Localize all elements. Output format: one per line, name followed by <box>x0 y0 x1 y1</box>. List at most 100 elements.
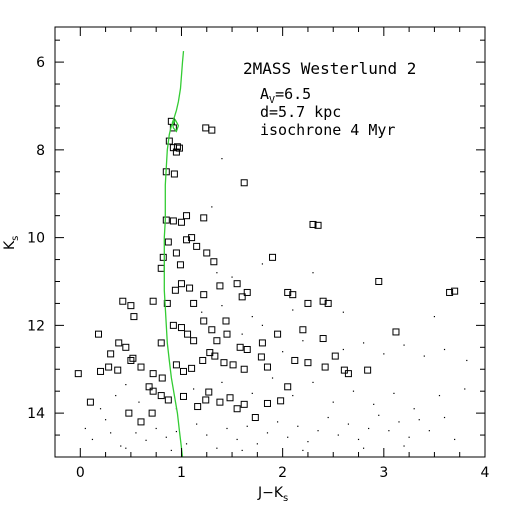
star-square-marker <box>188 234 196 242</box>
star-square-marker <box>159 253 167 261</box>
star-square-marker <box>172 249 180 257</box>
y-tick-label: 8 <box>36 143 45 159</box>
star-square-marker <box>284 383 292 391</box>
star-dot-marker <box>297 425 299 427</box>
star-square-marker <box>451 287 459 295</box>
star-square-marker <box>158 374 166 382</box>
star-square-marker <box>163 299 171 307</box>
x-tick-label: 4 <box>481 465 490 481</box>
star-square-marker <box>114 366 122 374</box>
star-dot-marker <box>327 416 329 419</box>
star-square-marker <box>263 363 271 371</box>
star-square-marker <box>289 291 297 299</box>
star-dot-marker <box>236 438 238 441</box>
star-square-marker <box>149 297 157 305</box>
star-dot-marker <box>352 390 355 392</box>
star-dot-marker <box>438 394 441 397</box>
star-dot-marker <box>185 443 188 445</box>
star-square-marker <box>183 212 191 220</box>
star-square-marker <box>321 363 329 371</box>
star-square-marker <box>177 280 185 288</box>
star-dot-marker <box>135 432 137 434</box>
star-square-marker <box>210 258 218 266</box>
star-square-marker <box>202 396 210 404</box>
star-square-marker <box>340 366 348 374</box>
star-square-marker <box>157 264 165 272</box>
star-square-marker <box>205 388 213 396</box>
x-tick-label: 1 <box>177 465 186 481</box>
star-dot-marker <box>362 447 365 449</box>
star-square-marker <box>127 302 135 310</box>
star-square-marker <box>223 330 231 338</box>
y-tick-label: 14 <box>27 406 45 422</box>
star-dot-marker <box>332 401 334 403</box>
star-square-marker <box>284 288 292 296</box>
star-dot-marker <box>393 392 395 394</box>
star-dot-marker <box>221 305 223 307</box>
star-square-marker <box>208 326 216 334</box>
star-dot-marker <box>115 394 117 397</box>
data-points-layer <box>74 117 468 452</box>
y-axis-label: Ks <box>2 236 21 250</box>
x-axis-label-main: J−K <box>257 485 284 501</box>
star-square-marker <box>446 288 454 296</box>
y-axis-label-sub: s <box>10 236 21 241</box>
star-square-marker <box>208 126 216 134</box>
star-square-marker <box>213 337 221 345</box>
star-square-marker <box>157 392 165 400</box>
star-dot-marker <box>175 430 178 433</box>
star-square-marker <box>226 394 234 402</box>
x-tick-labels: 0 1 2 3 4 <box>76 465 490 481</box>
star-dot-marker <box>403 344 405 346</box>
star-square-marker <box>95 330 103 338</box>
star-square-marker <box>194 403 202 411</box>
star-square-marker <box>193 242 201 250</box>
star-dot-marker <box>261 324 264 326</box>
star-dot-marker <box>276 421 279 423</box>
star-dot-marker <box>312 272 314 274</box>
star-dot-marker <box>466 359 468 362</box>
star-dot-marker <box>138 401 140 403</box>
star-square-marker <box>211 352 219 360</box>
star-square-marker <box>179 392 187 400</box>
x-axis-label-sub: s <box>283 493 288 504</box>
star-dot-marker <box>261 263 264 265</box>
star-square-marker <box>97 367 105 375</box>
y-tick-label: 12 <box>27 318 45 334</box>
y-tick-label: 6 <box>36 55 45 71</box>
isochrone-layer <box>163 51 185 458</box>
star-square-marker <box>188 364 196 372</box>
annotation-extinction-sub: V <box>269 95 275 106</box>
star-dot-marker <box>317 430 319 432</box>
star-square-marker <box>149 370 157 378</box>
star-square-marker <box>392 328 400 336</box>
star-square-marker <box>137 363 145 371</box>
star-dot-marker <box>383 353 385 355</box>
star-dot-marker <box>388 430 390 432</box>
star-square-marker <box>375 277 383 285</box>
star-square-marker <box>145 383 153 391</box>
annotation-extinction-main: A <box>260 85 269 103</box>
star-dot-marker <box>428 430 430 432</box>
star-dot-marker <box>221 158 223 160</box>
star-square-marker <box>171 286 179 294</box>
star-dot-marker <box>145 439 147 441</box>
star-square-marker <box>240 400 248 408</box>
star-square-marker <box>200 291 208 299</box>
star-square-marker <box>309 220 317 228</box>
star-dot-marker <box>408 436 410 438</box>
star-square-marker <box>233 405 241 413</box>
star-dot-marker <box>241 333 243 335</box>
star-dot-marker <box>201 311 203 313</box>
star-dot-marker <box>378 414 380 416</box>
star-dot-marker <box>307 441 309 443</box>
star-square-marker <box>257 353 265 361</box>
star-square-marker <box>184 330 192 338</box>
star-dot-marker <box>337 434 339 436</box>
star-dot-marker <box>99 408 102 410</box>
star-dot-marker <box>342 311 344 313</box>
star-square-marker <box>129 354 137 362</box>
star-square-marker <box>157 339 165 347</box>
star-square-marker <box>238 293 246 301</box>
